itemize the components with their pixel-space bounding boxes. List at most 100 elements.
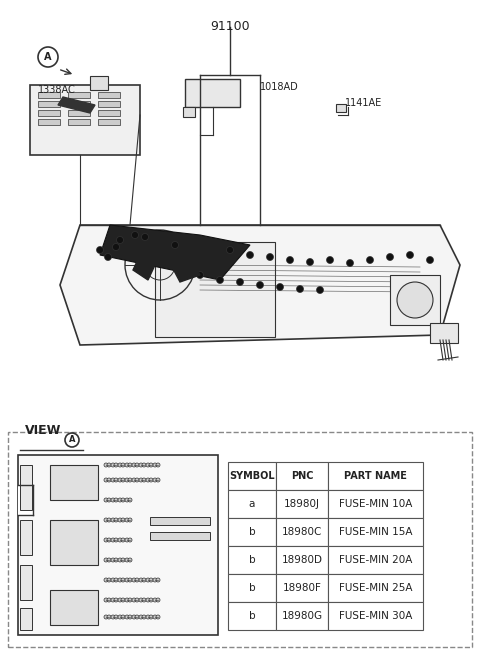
Circle shape [104,478,108,482]
Circle shape [114,598,118,602]
Circle shape [216,276,224,284]
FancyBboxPatch shape [30,85,140,155]
Bar [68,101,90,107]
Text: FUSE-MIN 25A: FUSE-MIN 25A [339,583,412,593]
Text: 1338AC: 1338AC [38,85,76,95]
Circle shape [107,558,111,562]
Circle shape [121,578,125,582]
Circle shape [153,478,157,482]
Circle shape [153,598,157,602]
Bar [50,465,98,500]
Text: A: A [44,52,52,62]
Bar [228,490,276,518]
Circle shape [135,578,139,582]
Circle shape [128,578,132,582]
Circle shape [121,598,125,602]
Bar [276,462,328,490]
Circle shape [132,231,139,238]
Circle shape [132,615,136,619]
Circle shape [121,498,125,502]
Circle shape [121,558,125,562]
Circle shape [153,578,157,582]
FancyBboxPatch shape [18,455,218,635]
Text: a: a [249,499,255,509]
Text: FUSE-MIN 30A: FUSE-MIN 30A [339,611,412,621]
Circle shape [266,253,274,261]
Circle shape [118,478,122,482]
Circle shape [118,598,122,602]
Circle shape [142,463,146,467]
Bar [276,546,328,574]
Circle shape [111,615,115,619]
Circle shape [149,598,153,602]
Circle shape [142,233,148,240]
Circle shape [118,518,122,522]
Circle shape [111,518,115,522]
Bar [276,574,328,602]
Circle shape [105,253,111,261]
Bar [228,546,276,574]
Circle shape [118,463,122,467]
Circle shape [128,463,132,467]
Bar [328,546,423,574]
Circle shape [128,598,132,602]
Bar [98,101,120,107]
Circle shape [111,498,115,502]
Text: b: b [249,555,255,565]
Circle shape [125,498,129,502]
Circle shape [118,558,122,562]
Circle shape [121,615,125,619]
Polygon shape [60,225,460,345]
Circle shape [307,259,313,265]
Bar [150,517,210,525]
Circle shape [104,615,108,619]
Text: 18980F: 18980F [283,583,322,593]
Text: VIEW: VIEW [25,424,61,437]
Bar [228,518,276,546]
Circle shape [132,598,136,602]
Bar [328,490,423,518]
Bar [228,574,276,602]
Bar [20,608,32,630]
Circle shape [107,498,111,502]
Text: FUSE-MIN 10A: FUSE-MIN 10A [339,499,412,509]
Circle shape [121,538,125,542]
Bar [98,119,120,125]
Circle shape [149,463,153,467]
Circle shape [111,598,115,602]
Polygon shape [133,255,155,280]
Circle shape [146,478,150,482]
Text: b: b [249,611,255,621]
Bar [185,79,240,107]
Circle shape [114,478,118,482]
Circle shape [114,498,118,502]
Circle shape [118,498,122,502]
Circle shape [297,286,303,293]
Circle shape [132,463,136,467]
Circle shape [135,615,139,619]
Circle shape [316,286,324,293]
Circle shape [111,538,115,542]
Circle shape [104,463,108,467]
Text: 18980D: 18980D [281,555,323,565]
Circle shape [135,598,139,602]
Bar [50,520,98,565]
Circle shape [139,598,143,602]
Text: b: b [249,583,255,593]
Circle shape [121,518,125,522]
Circle shape [156,578,160,582]
Circle shape [146,578,150,582]
Circle shape [104,558,108,562]
Circle shape [125,538,129,542]
Circle shape [107,463,111,467]
Bar [98,92,120,98]
Circle shape [139,578,143,582]
Circle shape [153,463,157,467]
Polygon shape [170,257,200,282]
Bar [228,602,276,630]
Circle shape [107,518,111,522]
Circle shape [114,578,118,582]
Circle shape [114,558,118,562]
Circle shape [247,252,253,259]
Bar [50,590,98,625]
